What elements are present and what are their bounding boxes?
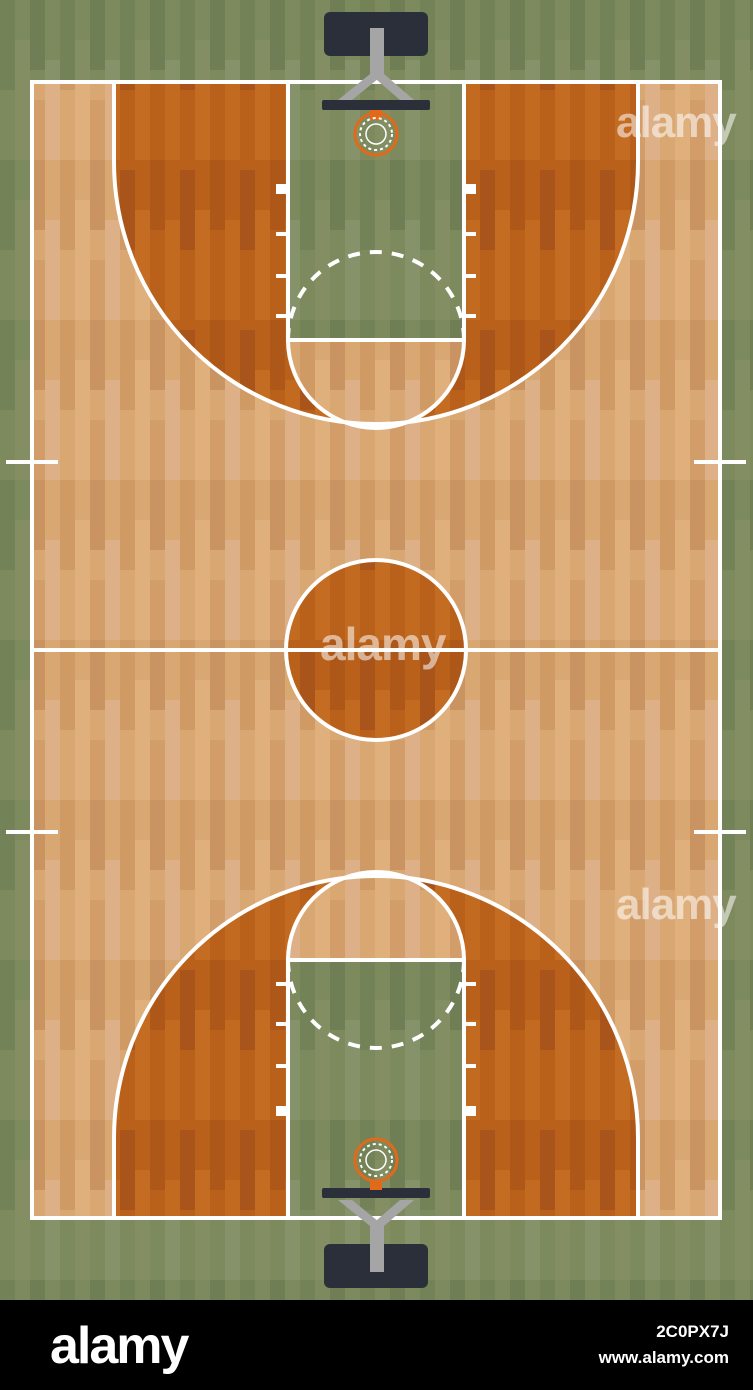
key-line-bottom [286, 958, 466, 1218]
backboard-bottom [322, 1188, 430, 1198]
rim-top [353, 111, 399, 157]
free-throw-circle-top [288, 340, 464, 428]
key-line-top [286, 82, 466, 342]
key-top [288, 82, 464, 340]
lane-marks-top [276, 184, 476, 318]
net-top [359, 117, 393, 151]
lane-marks-bottom [276, 982, 476, 1116]
footer-url: www.alamy.com [598, 1348, 729, 1367]
center-circle-line [284, 558, 468, 742]
hoop-bottom [322, 1137, 430, 1288]
three-point-line-top [112, 82, 640, 426]
footer-bar: alamy 2C0PX7J www.alamy.com [0, 1300, 753, 1390]
free-throw-arc-top-dashed [286, 250, 466, 341]
court-diagram [0, 0, 753, 1300]
hoop-top [322, 12, 430, 157]
free-throw-circle-bottom [288, 872, 464, 960]
three-point-line-bottom [112, 874, 640, 1218]
rim-bottom [353, 1137, 399, 1183]
net-bottom [359, 1143, 393, 1177]
key-bottom [288, 960, 464, 1218]
free-throw-arc-bottom-dashed [286, 959, 466, 1050]
footer-image-id: 2C0PX7J [656, 1322, 729, 1341]
backboard-top [322, 100, 430, 110]
free-throw-arc-bottom [286, 870, 466, 961]
footer-logo: alamy [50, 1317, 189, 1375]
free-throw-arc-top [286, 339, 466, 430]
basketball-court: alamy alamy alamy [0, 0, 753, 1300]
